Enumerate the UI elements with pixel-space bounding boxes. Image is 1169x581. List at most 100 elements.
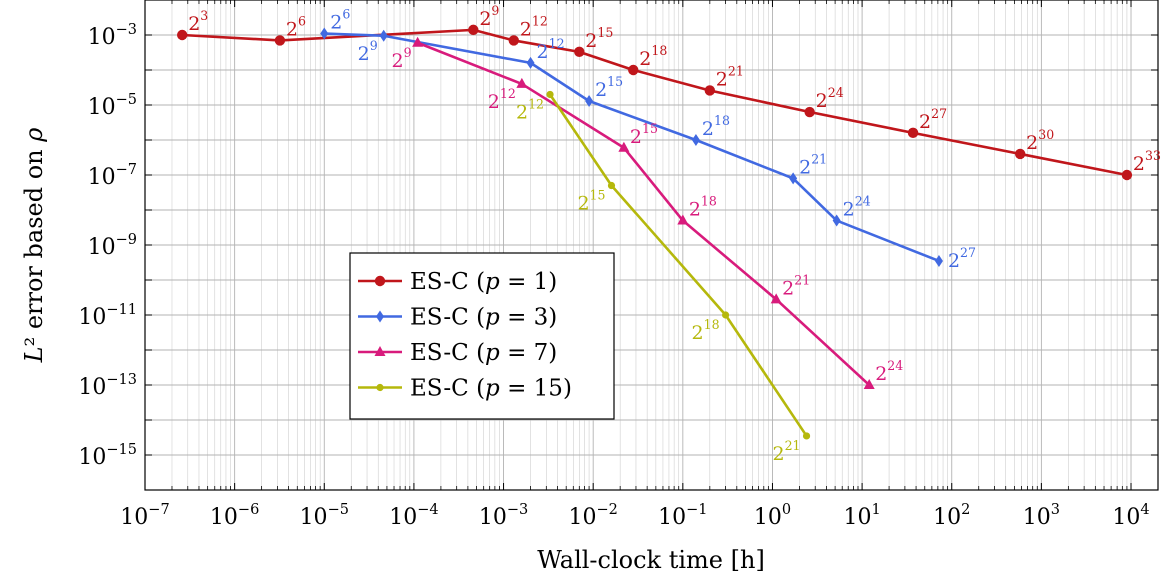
point-label-base: 2 <box>689 199 701 221</box>
point-label-exponent: 9 <box>491 3 499 18</box>
y-tick-label-exponent: −11 <box>106 302 137 318</box>
data-point <box>468 24 479 36</box>
data-point <box>574 46 585 58</box>
legend: ES-C (p = 1)ES-C (p = 3)ES-C (p = 7)ES-C… <box>349 252 615 420</box>
series-line <box>417 41 871 386</box>
point-label: 212 <box>520 13 548 40</box>
legend-label-main: ES-C ( <box>410 376 485 402</box>
point-label-base: 2 <box>948 250 960 272</box>
point-label-exponent: 15 <box>607 74 623 89</box>
data-point <box>546 90 554 99</box>
point-label-base: 2 <box>479 8 491 30</box>
legend-marker <box>374 346 386 356</box>
point-label: 26 <box>330 7 350 34</box>
y-tick-label: 10−3 <box>88 22 137 50</box>
point-label-base: 2 <box>188 13 200 35</box>
x-tick-label: 10−1 <box>658 502 707 530</box>
x-tick-labels: 10−7 10−6 10−5 10−4 10−3 10−2 10−1 100 101 102 103… <box>120 502 1149 530</box>
x-tick-label: 10−7 <box>120 502 169 530</box>
point-label: 221 <box>799 151 827 178</box>
x-tick-label: 104 <box>1112 502 1149 530</box>
x-tick-label: 10−3 <box>479 502 528 530</box>
y-tick-label-base: 10 <box>78 445 106 470</box>
y-tick-label-exponent: −7 <box>116 162 137 178</box>
data-point <box>677 214 689 225</box>
legend-marker <box>374 275 386 287</box>
point-label-base: 2 <box>488 91 500 113</box>
legend-label-var: p <box>485 376 500 402</box>
x-tick-label-exponent: 2 <box>961 502 970 518</box>
x-tick-label-exponent: −2 <box>596 502 617 518</box>
point-label-exponent: 18 <box>651 43 667 58</box>
x-tick-label-exponent: −3 <box>507 502 528 518</box>
x-tick-label-exponent: 0 <box>782 502 791 518</box>
point-label-base: 2 <box>639 48 651 70</box>
x-tick-label-exponent: 3 <box>1051 502 1060 518</box>
x-tick-label-base: 10 <box>120 505 148 530</box>
legend-label-rest: = 3) <box>500 305 558 331</box>
legend-label-main: ES-C ( <box>410 305 485 331</box>
series-4 <box>546 90 811 440</box>
data-point <box>721 311 730 319</box>
y-tick-label-base: 10 <box>88 235 116 260</box>
point-label-exponent: 9 <box>370 38 378 53</box>
point-label-exponent: 18 <box>704 317 720 332</box>
x-tick-label: 100 <box>754 502 791 530</box>
point-label: 29 <box>479 3 499 30</box>
series-line <box>548 93 808 437</box>
point-label-base: 2 <box>875 363 887 385</box>
point-label-base: 2 <box>843 199 855 221</box>
legend-label-rest: = 15) <box>500 376 572 402</box>
point-label-exponent: 15 <box>642 121 658 136</box>
data-point <box>789 172 798 185</box>
point-label-base: 2 <box>782 277 794 299</box>
point-label-base: 2 <box>692 322 704 344</box>
data-point <box>802 432 811 440</box>
point-label-base: 2 <box>286 18 298 40</box>
data-point <box>907 127 919 139</box>
data-point <box>1121 169 1133 181</box>
x-tick-label-base: 10 <box>479 505 507 530</box>
point-label: 215 <box>585 25 613 52</box>
data-point <box>585 95 594 108</box>
legend-entry: ES-C (p = 1) <box>358 269 557 295</box>
point-label-exponent: 12 <box>532 13 548 28</box>
point-label: 218 <box>639 43 667 70</box>
point-label: 215 <box>577 188 605 215</box>
point-label: 221 <box>772 438 800 465</box>
legend-marker <box>376 383 384 392</box>
y-axis-title-rest: ² error based on <box>20 142 48 347</box>
y-axis-title-var: L <box>20 346 48 363</box>
y-tick-label-exponent: −15 <box>106 442 137 458</box>
y-tick-label-exponent: −13 <box>106 372 137 388</box>
x-tick-label: 10−6 <box>210 502 259 530</box>
x-tick-label-exponent: −5 <box>328 502 349 518</box>
point-label-base: 2 <box>716 68 728 90</box>
y-tick-label: 10−15 <box>78 442 137 470</box>
point-label: 233 <box>1133 148 1161 175</box>
point-label: 221 <box>716 63 744 90</box>
x-tick-label-exponent: −1 <box>686 502 707 518</box>
point-label: 227 <box>919 106 947 133</box>
point-label: 29 <box>392 45 412 72</box>
point-label: 215 <box>595 74 623 101</box>
y-tick-label-base: 10 <box>88 25 116 50</box>
point-label-exponent: 6 <box>298 13 306 28</box>
series-2 <box>320 27 943 267</box>
legend-entry: ES-C (p = 3) <box>358 305 557 331</box>
point-label: 224 <box>843 194 871 221</box>
legend-label-main: ES-C ( <box>410 340 485 366</box>
y-tick-label: 10−7 <box>88 162 137 190</box>
point-label: 212 <box>516 96 544 123</box>
data-point <box>832 214 841 227</box>
x-tick-label-exponent: 1 <box>871 502 880 518</box>
x-tick-label-base: 10 <box>389 505 417 530</box>
x-tick-label-base: 10 <box>568 505 596 530</box>
point-label-exponent: 6 <box>342 7 350 22</box>
point-label-base: 2 <box>1026 132 1038 154</box>
y-tick-label-exponent: −5 <box>116 92 137 108</box>
x-tick-label-exponent: −7 <box>148 502 169 518</box>
point-label-base: 2 <box>585 30 597 52</box>
point-label-base: 2 <box>595 79 607 101</box>
